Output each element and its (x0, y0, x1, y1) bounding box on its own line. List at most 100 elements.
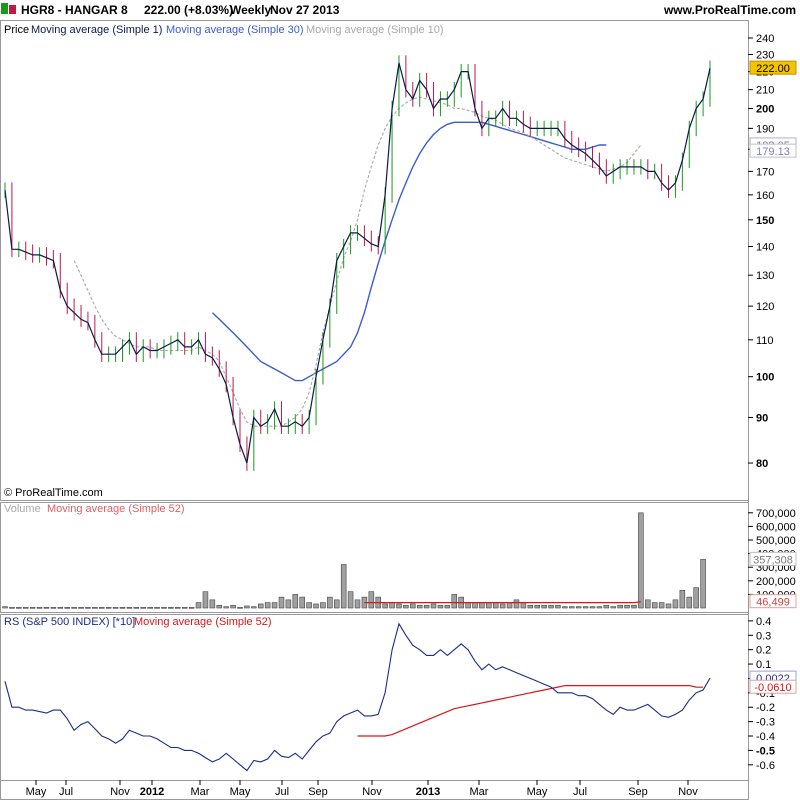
price-tick-label-12: 200 (756, 104, 774, 116)
volume-bar-49 (340, 564, 347, 609)
volume-bar-12 (85, 607, 91, 609)
time-tick-label-10: Mar (470, 786, 489, 798)
volume-bar-88 (610, 606, 616, 609)
volume-tick-label-1: 200,000 (756, 576, 796, 588)
price-tick-label-9: 170 (756, 166, 774, 178)
volume-bar-27 (188, 607, 195, 609)
price-tick-label-0: 80 (756, 458, 768, 470)
volume-bar-67 (465, 602, 471, 609)
volume-bar-25 (175, 607, 181, 609)
volume-bar-35 (244, 605, 250, 609)
volume-axis: 100,000200,000300,000400,000500,000600,0… (748, 508, 797, 609)
volume-bar-82 (569, 606, 575, 609)
rs-panel[interactable]: 0.40.30.20.10-0.1-0.2-0.3-0.4-0.5-0.60.0… (4, 616, 797, 772)
ma30-line (211, 121, 607, 382)
rs-ma-badge: -0.0610 (754, 682, 791, 694)
rs-ma-badge-bg (749, 679, 797, 694)
volume-bar-1 (9, 607, 15, 609)
volume-bar-101 (700, 559, 706, 609)
ma10-badge: 179.13 (756, 146, 790, 158)
volume-tick-label-4: 500,000 (756, 535, 796, 547)
legend-ma30: Moving average (Simple 30) (166, 24, 304, 36)
volume-bar-42 (292, 594, 299, 609)
volume-bar-18 (126, 607, 133, 609)
rs-tick-label-6: -0.2 (756, 702, 775, 714)
volume-panel[interactable]: 100,000200,000300,000400,000500,000600,0… (2, 503, 797, 609)
price-tick-label-4: 120 (756, 301, 774, 313)
volume-bar-77 (534, 604, 540, 609)
price-tick-label-13: 210 (756, 85, 774, 97)
volume-bar-17 (119, 607, 126, 609)
volume-bar-78 (541, 604, 547, 609)
volume-bar-56 (389, 602, 395, 609)
volume-bar-39 (271, 602, 278, 609)
volume-bar-58 (403, 604, 409, 609)
volume-bar-44 (306, 602, 312, 609)
time-axis: May Jul Nov 2012 Mar May Jul Sep Nov 2013 Mar May Ju… (26, 780, 698, 798)
ma30-series (211, 121, 607, 382)
volume-bar-23 (161, 607, 167, 609)
volume-bar-36 (251, 606, 257, 609)
volume-bar-83 (575, 606, 582, 609)
volume-ma-badge: 46,499 (756, 597, 790, 609)
volume-bar-63 (437, 604, 444, 609)
volume-legend: Volume Moving average (Simple 52) (4, 503, 185, 515)
copyright: © ProRealTime.com (4, 487, 103, 499)
volume-bar-24 (168, 607, 174, 609)
time-tick-label-13: Sep (628, 786, 648, 798)
legend-rs: RS (S&P 500 INDEX) [*10] (4, 616, 135, 628)
time-tick-label-14: Nov (678, 786, 698, 798)
volume-bar-21 (147, 607, 153, 609)
volume-bar-16 (112, 607, 119, 609)
price-tick-label-16: 240 (756, 33, 774, 45)
legend-volume: Volume (4, 503, 41, 515)
volume-bar-96 (665, 603, 672, 609)
volume-bar-85 (589, 606, 596, 609)
time-tick-label-9: 2013 (416, 786, 440, 798)
symbol-title: HGR8 - HANGAR 8 (21, 3, 128, 17)
time-tick-label-5: May (230, 786, 251, 798)
volume-bar-79 (548, 604, 554, 609)
volume-bars (2, 512, 706, 609)
price-tick-label-11: 190 (756, 123, 774, 135)
volume-ma-series (364, 601, 641, 604)
volume-bar-30 (209, 599, 216, 609)
volume-bar-100 (693, 587, 699, 609)
volume-bar-13 (92, 607, 98, 609)
rs-tick-label-8: -0.4 (756, 731, 775, 743)
rs-tick-label-3: 0.1 (756, 659, 771, 671)
volume-bar-33 (230, 604, 236, 609)
volume-bar-80 (555, 604, 561, 609)
volume-bar-70 (486, 602, 492, 609)
rs-axis: 0.40.30.20.10-0.1-0.2-0.3-0.4-0.5-0.60.0… (748, 616, 797, 772)
volume-bar-72 (499, 603, 506, 609)
volume-bar-4 (29, 607, 36, 609)
rs-tick-label-7: -0.3 (756, 717, 775, 729)
rs-tick-label-2: 0.2 (756, 645, 771, 657)
ma10-line (73, 96, 642, 427)
volume-bar-43 (299, 596, 305, 609)
volume-bar-86 (596, 606, 603, 609)
time-tick-label-12: Jul (573, 786, 587, 798)
volume-bar-98 (679, 590, 686, 609)
volume-bar-62 (430, 603, 437, 609)
price-tick-label-7: 150 (756, 215, 774, 227)
site-label: www.ProRealTime.com (663, 3, 796, 17)
legend-ma10: Moving average (Simple 10) (306, 24, 444, 36)
price-panel[interactable]: 8090100110120130140150160170180190200210… (4, 24, 797, 499)
rs-tick-label-10: -0.6 (756, 760, 775, 772)
rs-ma-series (357, 685, 704, 737)
app-logo-icon (1, 3, 8, 14)
volume-bar-9 (64, 607, 70, 609)
legend-volume-ma: Moving average (Simple 52) (47, 503, 185, 515)
volume-bar-45 (313, 603, 319, 609)
app-logo-icon-2 (9, 5, 16, 14)
rs-tick-label-0: 0.4 (756, 616, 771, 628)
last-price-badge: 222.00 (756, 63, 790, 75)
volume-bar-7 (50, 607, 57, 609)
volume-bar-91 (631, 604, 637, 609)
volume-bar-41 (285, 599, 292, 609)
volume-bar-76 (527, 604, 534, 609)
